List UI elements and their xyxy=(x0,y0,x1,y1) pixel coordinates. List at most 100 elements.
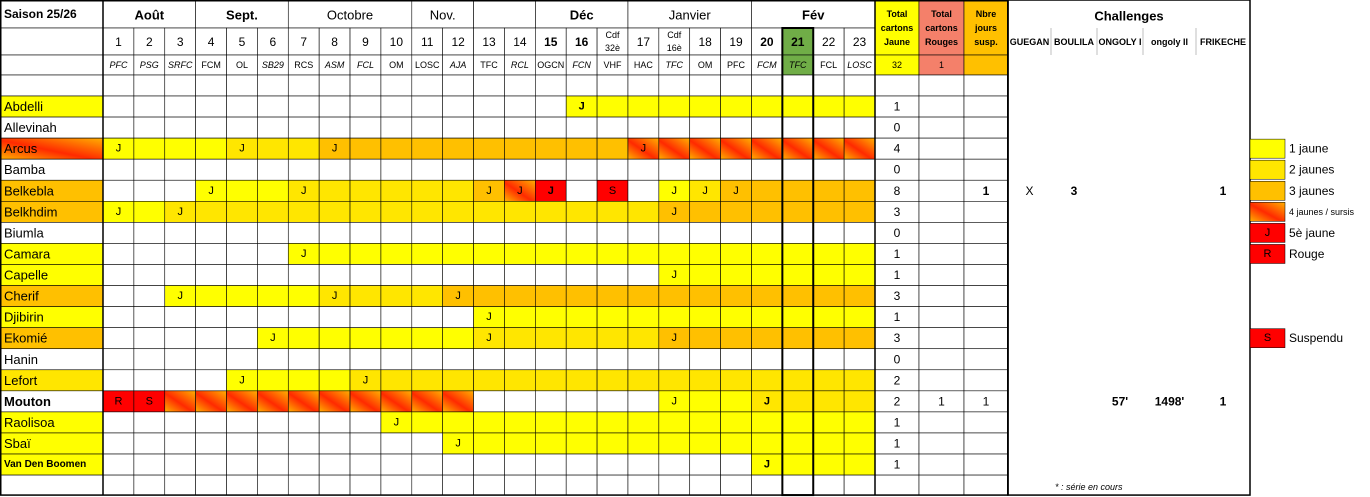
name-header-cell xyxy=(0,74,104,97)
total-header: Total xyxy=(931,9,952,19)
match-cell xyxy=(504,348,536,371)
opponent: VHF xyxy=(604,60,623,70)
match-cell xyxy=(751,411,783,434)
match-cell xyxy=(380,158,413,181)
total-cell xyxy=(918,369,965,392)
column-number: 20 xyxy=(760,35,774,49)
total-sum-cell xyxy=(963,54,1009,76)
match-cell xyxy=(504,264,536,286)
total-cell xyxy=(963,285,1009,307)
match-cell xyxy=(133,95,166,118)
match-cell xyxy=(782,327,814,350)
player-name: Camara xyxy=(4,246,51,261)
match-cell xyxy=(535,306,567,328)
match-cell xyxy=(195,411,227,434)
match-cell xyxy=(164,116,196,139)
match-cell xyxy=(473,390,505,413)
match-cell xyxy=(195,369,227,392)
blank-cell xyxy=(689,74,721,97)
match-cell xyxy=(195,285,227,307)
match-cell xyxy=(442,158,474,181)
blank-cell xyxy=(195,74,227,97)
total-value: 1 xyxy=(983,394,990,408)
match-cell xyxy=(596,306,629,328)
match-cell xyxy=(782,390,814,413)
total-header: susp. xyxy=(974,37,998,47)
match-cell xyxy=(318,411,351,434)
match-cell xyxy=(782,453,814,476)
match-cell xyxy=(782,95,814,118)
match-cell xyxy=(164,453,196,476)
challenge-name: FRIKECHE xyxy=(1200,37,1246,47)
match-cell xyxy=(318,158,351,181)
match-cell xyxy=(318,432,351,455)
opponent: FCL xyxy=(820,60,837,70)
column-number: 8 xyxy=(331,35,338,49)
match-cell xyxy=(689,285,721,307)
match-cell xyxy=(195,243,227,265)
match-cell xyxy=(751,306,783,328)
column-number: 17 xyxy=(637,35,651,49)
legend-label: Suspendu xyxy=(1289,331,1343,345)
name-cell xyxy=(0,474,104,496)
match-cell xyxy=(380,137,413,160)
match-cell xyxy=(102,327,135,350)
match-cell xyxy=(411,306,443,328)
challenge-name: GUEGAN xyxy=(1010,37,1050,47)
match-cell xyxy=(812,306,845,328)
match-cell xyxy=(257,158,289,181)
match-cell xyxy=(287,348,320,371)
match-cell xyxy=(627,243,660,265)
match-cell xyxy=(349,432,382,455)
player-name: Raolisoa xyxy=(4,415,55,430)
match-cell xyxy=(318,95,351,118)
match-cell xyxy=(627,369,660,392)
column-number: 21 xyxy=(791,35,805,49)
match-cell xyxy=(751,243,783,265)
match-cell xyxy=(689,474,721,496)
match-cell xyxy=(689,264,721,286)
column-number: 6 xyxy=(269,35,276,49)
match-cell xyxy=(318,222,351,244)
match-cell xyxy=(720,327,752,350)
match-cell xyxy=(658,222,691,244)
match-cell xyxy=(565,348,598,371)
blank-cell xyxy=(442,74,474,97)
match-cell xyxy=(596,137,629,160)
match-cell xyxy=(812,222,845,244)
match-cell xyxy=(658,137,691,160)
match-cell xyxy=(287,411,320,434)
match-cell xyxy=(565,116,598,139)
match-cell xyxy=(596,264,629,286)
match-cell xyxy=(720,474,752,496)
match-cell xyxy=(751,369,783,392)
match-cell xyxy=(318,453,351,476)
match-cell xyxy=(102,453,135,476)
total-value: 0 xyxy=(894,163,901,177)
column-number-cell xyxy=(133,27,166,56)
match-cell xyxy=(164,327,196,350)
match-cell xyxy=(164,158,196,181)
card: J xyxy=(702,185,708,197)
card: J xyxy=(455,290,461,302)
month-cell xyxy=(627,0,752,29)
match-cell xyxy=(133,158,166,181)
blank-cell xyxy=(257,74,289,97)
match-cell xyxy=(596,432,629,455)
match-cell xyxy=(195,264,227,286)
match-cell xyxy=(133,137,166,160)
card: J xyxy=(332,290,338,302)
match-cell xyxy=(812,348,845,371)
match-cell xyxy=(133,432,166,455)
match-cell xyxy=(226,222,258,244)
match-cell xyxy=(133,179,166,202)
match-cell xyxy=(689,348,721,371)
legend-label: Rouge xyxy=(1289,247,1325,261)
total-value: 3 xyxy=(894,289,901,303)
match-cell xyxy=(782,411,814,434)
total-value: 1 xyxy=(894,436,901,450)
column-number: 22 xyxy=(822,35,836,49)
match-cell xyxy=(195,348,227,371)
match-cell xyxy=(720,116,752,139)
match-cell xyxy=(318,390,351,413)
